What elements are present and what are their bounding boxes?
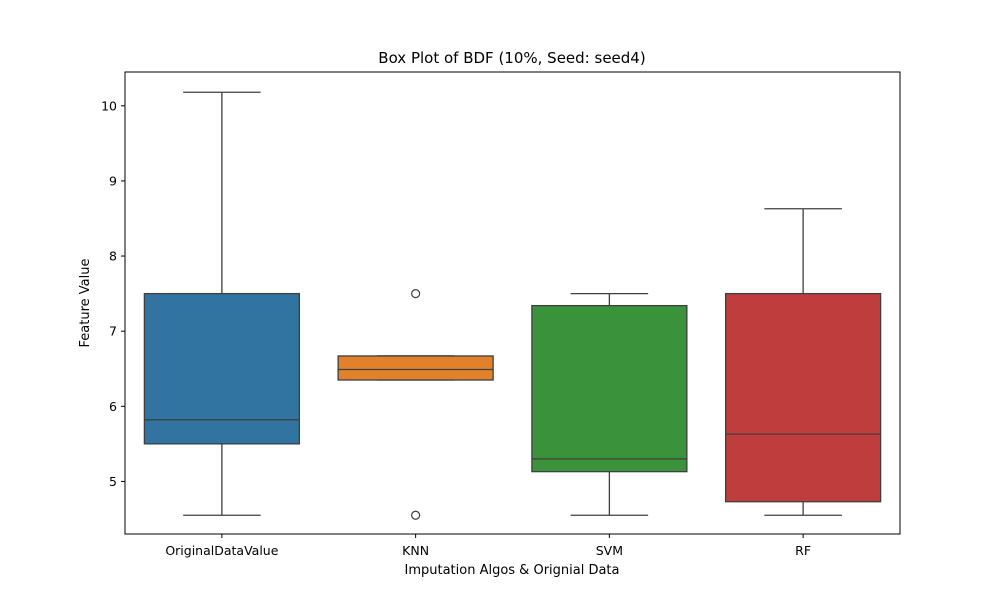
box-group-originaldatavalue: [143, 91, 301, 516]
y-axis-label: Feature Value: [78, 259, 93, 348]
y-tick-label: 5: [109, 474, 117, 489]
y-tick-label: 10: [101, 98, 117, 113]
x-tick-label: OriginalDataValue: [165, 543, 278, 558]
plot-area: [143, 91, 882, 520]
box: [724, 292, 882, 503]
y-tick-label: 7: [109, 324, 117, 339]
x-tick-label: KNN: [402, 543, 429, 558]
outlier-point: [411, 510, 421, 520]
box: [531, 304, 688, 473]
x-tick-label: SVM: [596, 543, 623, 558]
axes-frame: [124, 71, 901, 535]
x-axis: OriginalDataValue KNN SVM RF: [165, 534, 811, 558]
chart-title: Box Plot of BDF (10%, Seed: seed4): [378, 49, 645, 67]
box: [143, 292, 301, 445]
x-axis-label: Imputation Algos & Orignial Data: [404, 563, 619, 578]
box: [337, 355, 494, 381]
y-tick-label: 8: [109, 249, 117, 264]
x-tick-label: RF: [795, 543, 811, 558]
outlier-point: [411, 289, 421, 299]
box-group-rf: [724, 208, 882, 516]
y-tick-label: 9: [109, 173, 117, 188]
y-tick-label: 6: [109, 399, 117, 414]
box-group-svm: [531, 292, 688, 516]
box-group-knn: [337, 289, 494, 520]
y-axis: 5 6 7 8 9 10: [101, 98, 125, 489]
